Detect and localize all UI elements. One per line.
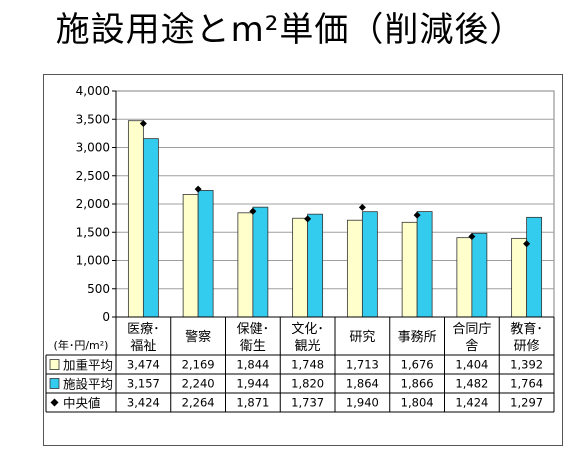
category-label: 事務所 — [398, 330, 437, 345]
data-label: 1,940 — [346, 396, 379, 410]
data-label: 1,482 — [455, 377, 488, 391]
bar — [401, 221, 418, 318]
bar — [471, 232, 488, 318]
unit-label: (年･円/m²) — [54, 338, 109, 352]
data-label: 1,844 — [236, 358, 269, 372]
median-marker — [194, 185, 202, 193]
data-label: 1,404 — [455, 358, 488, 372]
data-label: 2,169 — [182, 358, 215, 372]
category-label: 警察 — [185, 329, 211, 345]
median-marker — [304, 215, 312, 223]
data-label: 3,157 — [127, 377, 160, 391]
data-label: 1,748 — [291, 358, 324, 372]
data-label: 3,474 — [127, 358, 160, 372]
category-label: 舎 — [465, 339, 478, 354]
data-label: 3,424 — [127, 396, 160, 410]
bar — [307, 213, 324, 318]
chart: 0 500 1,000 1,500 2,000 2,500 3,000 3,500 4,000 (… — [45, 84, 555, 413]
category-label: 衛生 — [240, 339, 266, 354]
bar — [182, 194, 199, 318]
data-label: 1,713 — [346, 358, 379, 372]
category-label: 福祉 — [130, 339, 156, 354]
bar — [142, 138, 159, 318]
data-label: 2,264 — [182, 396, 215, 410]
category-label: 研究 — [349, 330, 375, 345]
category-label: 保健･ — [237, 322, 270, 337]
data-label: 1,820 — [291, 377, 324, 391]
data-label: 1,297 — [510, 396, 543, 410]
bar — [511, 237, 528, 318]
y-tick-label: 1,500 — [76, 225, 110, 239]
median-marker — [468, 233, 476, 241]
bar — [127, 120, 144, 318]
bar — [197, 190, 214, 318]
data-label: 1,944 — [236, 377, 269, 391]
data-label: 1,676 — [401, 358, 434, 372]
y-tick-label: 0 — [102, 310, 110, 324]
page-title: 施設用途とm²単価（削減後） — [55, 10, 525, 50]
legend-key — [49, 359, 60, 370]
bar — [252, 206, 269, 318]
bar — [237, 212, 254, 318]
category-label: 研修 — [514, 339, 540, 354]
category-label: 教育･ — [510, 321, 543, 337]
data-label: 1,764 — [510, 377, 543, 391]
bar — [346, 219, 363, 318]
y-tick-label: 2,500 — [76, 169, 110, 183]
median-marker — [413, 211, 421, 219]
y-tick-label: 3,500 — [76, 112, 110, 126]
category-label: 医療･ — [127, 322, 160, 337]
category-label: 文化･ — [291, 322, 324, 337]
legend-label: 中央値 — [63, 396, 101, 411]
chart-frame: 0 500 1,000 1,500 2,000 2,500 3,000 3,500 4,000 (… — [43, 74, 563, 446]
legend-label: 加重平均 — [63, 358, 113, 373]
y-tick-label: 4,000 — [76, 84, 110, 98]
y-tick-label: 1,000 — [76, 254, 110, 268]
bar — [456, 237, 473, 318]
data-label: 1,866 — [401, 377, 434, 391]
median-marker — [249, 207, 257, 215]
category-label: 合同庁 — [452, 322, 491, 337]
data-label: 1,871 — [236, 396, 269, 410]
data-label: 1,392 — [510, 358, 543, 372]
category-label: 観光 — [295, 339, 321, 354]
data-label: 1,804 — [401, 396, 434, 410]
data-label: 2,240 — [182, 377, 215, 391]
bar — [292, 217, 309, 318]
bar — [526, 216, 543, 318]
data-label: 1,737 — [291, 396, 324, 410]
median-marker — [523, 240, 531, 248]
y-tick-label: 3,000 — [76, 141, 110, 155]
data-label: 1,864 — [346, 377, 379, 391]
y-tick-label: 2,000 — [76, 197, 110, 211]
median-marker — [358, 203, 366, 211]
y-tick-label: 500 — [87, 282, 110, 296]
bar — [361, 211, 378, 318]
legend-label: 施設平均 — [63, 377, 113, 392]
data-label: 1,424 — [455, 396, 488, 410]
median-marker — [139, 120, 147, 128]
bar — [416, 211, 433, 318]
legend-key — [50, 398, 59, 407]
legend-key — [49, 378, 60, 389]
